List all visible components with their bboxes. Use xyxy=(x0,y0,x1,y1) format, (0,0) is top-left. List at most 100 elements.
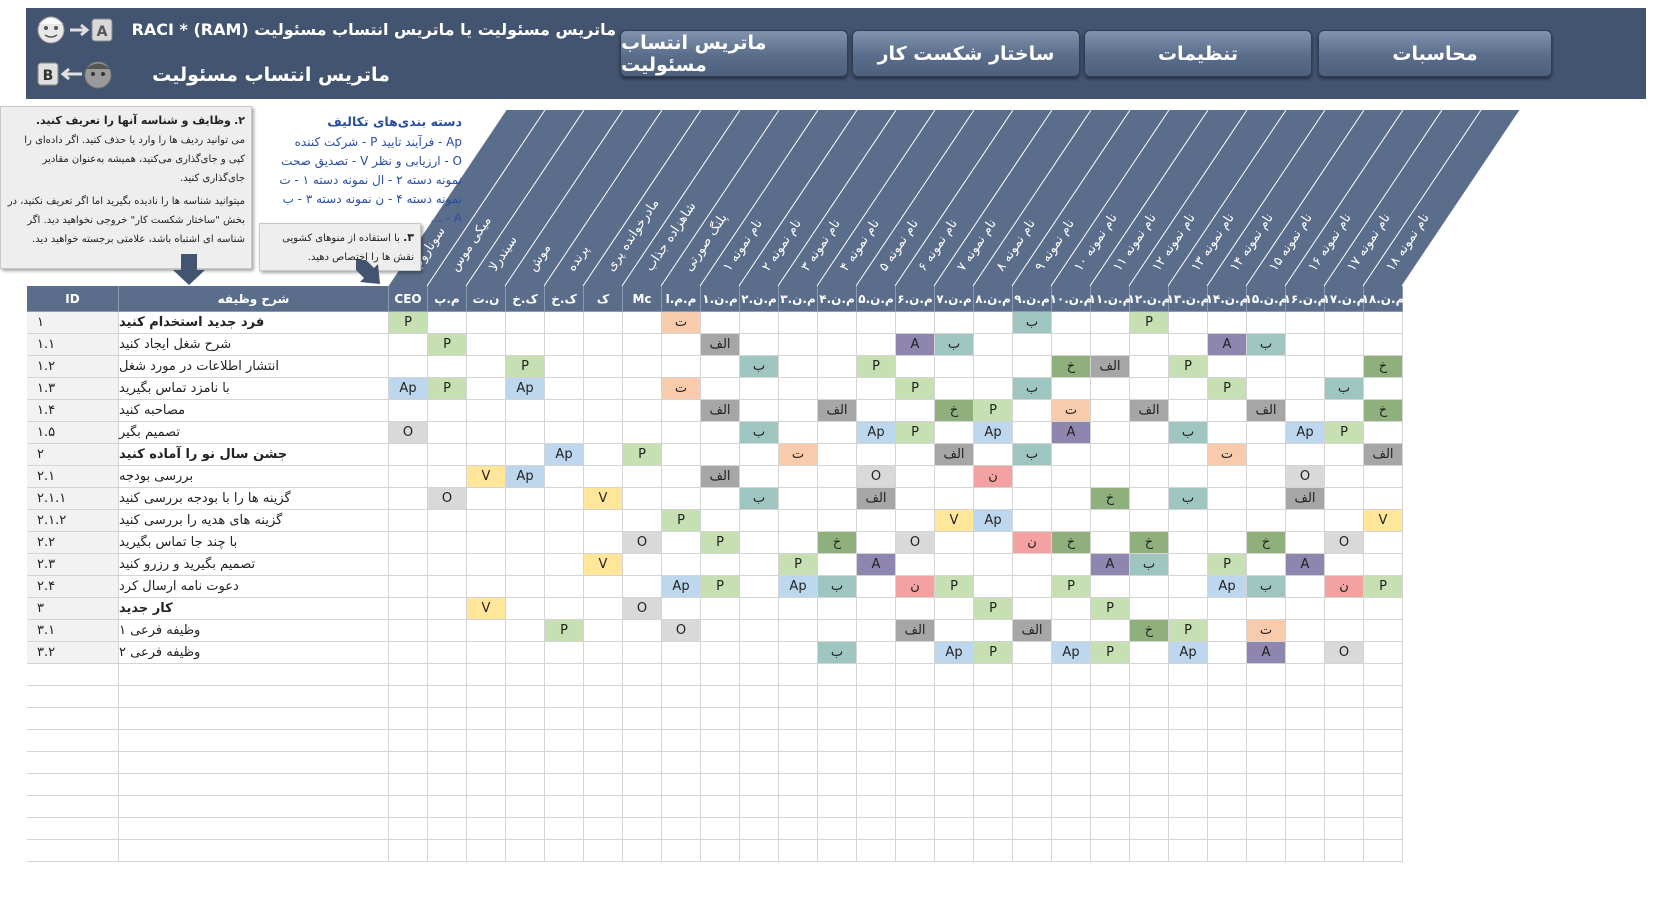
role-assignment-cell[interactable] xyxy=(389,576,428,598)
role-assignment-cell[interactable] xyxy=(1013,818,1052,840)
role-assignment-cell[interactable] xyxy=(1247,510,1286,532)
role-assignment-cell[interactable]: P xyxy=(1208,378,1247,400)
role-assignment-cell[interactable] xyxy=(935,422,974,444)
role-assignment-cell[interactable] xyxy=(1208,730,1247,752)
role-assignment-cell[interactable] xyxy=(584,598,623,620)
role-assignment-cell[interactable] xyxy=(701,642,740,664)
role-assignment-cell[interactable]: خ xyxy=(1364,356,1403,378)
role-assignment-cell[interactable]: P xyxy=(1208,554,1247,576)
role-assignment-cell[interactable] xyxy=(389,708,428,730)
role-assignment-cell[interactable] xyxy=(1052,510,1091,532)
role-assignment-cell[interactable] xyxy=(1130,488,1169,510)
role-assignment-cell[interactable]: P xyxy=(1169,356,1208,378)
role-assignment-cell[interactable] xyxy=(1247,312,1286,334)
role-assignment-cell[interactable] xyxy=(1247,818,1286,840)
role-assignment-cell[interactable] xyxy=(935,488,974,510)
role-assignment-cell[interactable] xyxy=(779,796,818,818)
role-assignment-cell[interactable] xyxy=(1169,818,1208,840)
role-assignment-cell[interactable] xyxy=(896,488,935,510)
role-assignment-cell[interactable] xyxy=(584,796,623,818)
role-assignment-cell[interactable] xyxy=(506,642,545,664)
role-assignment-cell[interactable] xyxy=(857,642,896,664)
role-assignment-cell[interactable] xyxy=(935,312,974,334)
role-assignment-cell[interactable] xyxy=(740,576,779,598)
role-assignment-cell[interactable] xyxy=(506,708,545,730)
role-assignment-cell[interactable] xyxy=(1325,510,1364,532)
role-assignment-cell[interactable]: ت xyxy=(662,312,701,334)
role-assignment-cell[interactable] xyxy=(428,664,467,686)
task-description-cell[interactable] xyxy=(119,708,389,730)
role-assignment-cell[interactable] xyxy=(1325,598,1364,620)
role-assignment-cell[interactable]: ت xyxy=(662,378,701,400)
role-assignment-cell[interactable] xyxy=(467,422,506,444)
nav-calculations-button[interactable]: محاسبات xyxy=(1318,30,1552,77)
task-description-cell[interactable]: وظیفه فرعی ۱ xyxy=(119,620,389,642)
task-description-cell[interactable]: مصاحبه کنید xyxy=(119,400,389,422)
role-assignment-cell[interactable] xyxy=(1364,664,1403,686)
role-assignment-cell[interactable] xyxy=(467,708,506,730)
role-assignment-cell[interactable]: ب xyxy=(1013,378,1052,400)
role-assignment-cell[interactable] xyxy=(389,488,428,510)
task-description-cell[interactable]: بررسی بودجه xyxy=(119,466,389,488)
role-assignment-cell[interactable] xyxy=(506,444,545,466)
role-assignment-cell[interactable] xyxy=(701,730,740,752)
role-assignment-cell[interactable] xyxy=(779,708,818,730)
role-assignment-cell[interactable]: Ap xyxy=(857,422,896,444)
role-assignment-cell[interactable]: الف xyxy=(1013,620,1052,642)
task-id-cell[interactable]: ۳.۲ xyxy=(27,642,119,664)
role-assignment-cell[interactable] xyxy=(506,686,545,708)
role-assignment-cell[interactable] xyxy=(1052,312,1091,334)
task-id-cell[interactable]: ۲.۳ xyxy=(27,554,119,576)
role-assignment-cell[interactable] xyxy=(1169,532,1208,554)
role-assignment-cell[interactable] xyxy=(1325,752,1364,774)
role-assignment-cell[interactable]: V xyxy=(935,510,974,532)
role-assignment-cell[interactable] xyxy=(428,708,467,730)
role-assignment-cell[interactable] xyxy=(1325,840,1364,862)
role-assignment-cell[interactable] xyxy=(857,708,896,730)
task-description-cell[interactable]: با نامزد تماس بگیرید xyxy=(119,378,389,400)
task-id-cell[interactable]: ۲.۲ xyxy=(27,532,119,554)
role-assignment-cell[interactable] xyxy=(1247,686,1286,708)
role-assignment-cell[interactable] xyxy=(701,444,740,466)
role-assignment-cell[interactable] xyxy=(974,444,1013,466)
role-assignment-cell[interactable] xyxy=(740,664,779,686)
role-assignment-cell[interactable] xyxy=(1169,796,1208,818)
role-assignment-cell[interactable] xyxy=(545,356,584,378)
task-id-cell[interactable]: ۲.۱.۱ xyxy=(27,488,119,510)
role-assignment-cell[interactable] xyxy=(740,510,779,532)
role-assignment-cell[interactable] xyxy=(1364,818,1403,840)
role-assignment-cell[interactable] xyxy=(974,334,1013,356)
role-assignment-cell[interactable]: P xyxy=(428,334,467,356)
role-assignment-cell[interactable] xyxy=(662,334,701,356)
role-assignment-cell[interactable] xyxy=(389,752,428,774)
role-assignment-cell[interactable] xyxy=(545,796,584,818)
role-assignment-cell[interactable] xyxy=(506,664,545,686)
role-assignment-cell[interactable] xyxy=(818,840,857,862)
role-assignment-cell[interactable] xyxy=(779,356,818,378)
role-assignment-cell[interactable] xyxy=(1130,752,1169,774)
role-assignment-cell[interactable] xyxy=(857,510,896,532)
role-assignment-cell[interactable] xyxy=(584,378,623,400)
role-assignment-cell[interactable]: O xyxy=(1325,532,1364,554)
role-assignment-cell[interactable] xyxy=(740,598,779,620)
role-assignment-cell[interactable] xyxy=(623,642,662,664)
role-assignment-cell[interactable]: A xyxy=(1208,334,1247,356)
role-assignment-cell[interactable] xyxy=(857,796,896,818)
nav-settings-button[interactable]: تنظیمات xyxy=(1084,30,1312,77)
role-assignment-cell[interactable] xyxy=(662,356,701,378)
role-assignment-cell[interactable] xyxy=(818,312,857,334)
role-assignment-cell[interactable] xyxy=(623,840,662,862)
role-assignment-cell[interactable] xyxy=(818,334,857,356)
role-assignment-cell[interactable] xyxy=(506,510,545,532)
role-assignment-cell[interactable] xyxy=(584,334,623,356)
task-description-cell[interactable]: تصمیم بگیر xyxy=(119,422,389,444)
role-assignment-cell[interactable] xyxy=(467,356,506,378)
role-assignment-cell[interactable] xyxy=(701,510,740,532)
role-assignment-cell[interactable] xyxy=(506,840,545,862)
role-assignment-cell[interactable] xyxy=(935,818,974,840)
role-assignment-cell[interactable] xyxy=(1208,840,1247,862)
role-assignment-cell[interactable]: A xyxy=(1091,554,1130,576)
role-assignment-cell[interactable] xyxy=(974,554,1013,576)
role-assignment-cell[interactable] xyxy=(1208,356,1247,378)
role-assignment-cell[interactable] xyxy=(545,576,584,598)
